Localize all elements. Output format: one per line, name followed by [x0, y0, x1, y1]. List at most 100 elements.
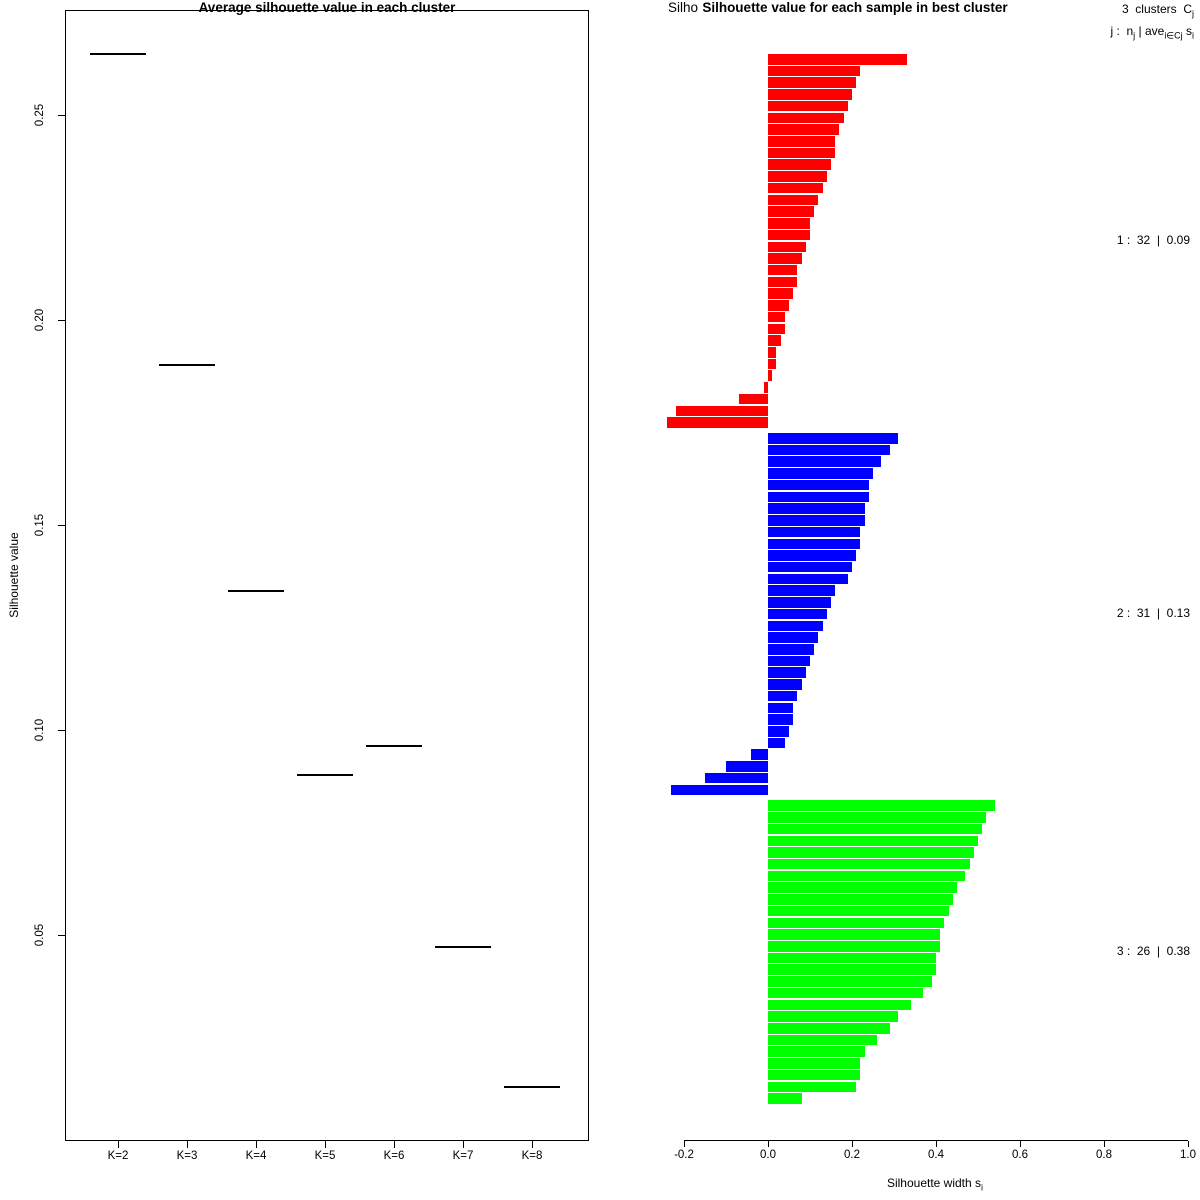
silhouette-bar: [751, 749, 768, 760]
left-y-axis-tick: [58, 114, 65, 116]
silhouette-bar: [768, 823, 983, 835]
left-x-axis-tick-label: K=5: [314, 1150, 336, 1162]
left-x-axis-tick: [532, 1141, 533, 1148]
silhouette-bar: [768, 1093, 802, 1104]
left-x-axis-tick-label: K=2: [107, 1150, 129, 1162]
silhouette-bar: [768, 679, 802, 690]
left-y-axis-tick-label: 0.25: [34, 103, 46, 127]
silhouette-bar: [768, 515, 865, 526]
left-x-axis-tick-label: K=4: [245, 1150, 267, 1162]
right-x-axis-tick-label: 0.6: [1012, 1149, 1028, 1161]
silhouette-bar: [768, 491, 869, 503]
silhouette-bar: [768, 870, 966, 882]
silhouette-bar: [768, 358, 777, 370]
silhouette-bar: [768, 550, 857, 561]
silhouette-bar: [768, 882, 957, 893]
right-x-axis-tick: [684, 1141, 685, 1147]
average-silhouette-segment: [228, 589, 284, 592]
left-plot-area: [65, 10, 589, 1141]
silhouette-bar: [768, 858, 970, 870]
silhouette-bar: [768, 964, 936, 975]
right-x-axis-tick-label: 0.2: [844, 1149, 860, 1161]
silhouette-bar: [768, 1046, 865, 1057]
cluster-count-header: 3 clusters Cj: [1122, 2, 1194, 18]
right-x-axis-tick: [1188, 1141, 1189, 1147]
left-y-axis-tick-label: 0.15: [34, 513, 46, 537]
left-x-axis-tick: [187, 1141, 188, 1148]
silhouette-bar: [768, 702, 794, 714]
silhouette-bar: [768, 300, 789, 311]
silhouette-bar: [768, 124, 840, 135]
silhouette-bar: [768, 159, 831, 170]
right-x-axis-tick-label: 0.4: [928, 1149, 944, 1161]
silhouette-bar: [768, 347, 777, 358]
silhouette-bar: [768, 976, 932, 987]
silhouette-bar: [768, 585, 836, 596]
silhouette-bar: [768, 632, 819, 643]
right-x-axis-tick-label: 0.0: [760, 1149, 776, 1161]
silhouette-bar: [768, 89, 852, 100]
right-x-axis-line: [684, 1140, 1188, 1141]
legend-formula-text-1: j : n: [1110, 24, 1134, 38]
silhouette-bar: [768, 444, 890, 456]
right-chart-overlapped-title-fragment: Silho: [668, 0, 699, 15]
silhouette-bar: [768, 847, 974, 858]
right-x-axis-tick: [936, 1141, 937, 1147]
left-x-axis-tick: [256, 1141, 257, 1148]
right-x-axis-tick-label: 0.8: [1096, 1149, 1112, 1161]
silhouette-bar: [768, 433, 899, 444]
silhouette-bar: [768, 276, 798, 288]
silhouette-bar: [768, 999, 911, 1011]
silhouette-bar: [768, 1058, 861, 1069]
silhouette-bar: [768, 323, 785, 335]
right-x-axis-tick-label: 1.0: [1180, 1149, 1196, 1161]
silhouette-bar: [768, 370, 773, 381]
silhouette-bar: [768, 206, 815, 217]
left-y-axis-tick-label: 0.05: [34, 923, 46, 947]
silhouette-bar: [768, 561, 852, 573]
left-x-axis-tick: [394, 1141, 395, 1148]
average-silhouette-segment: [159, 364, 215, 367]
left-y-axis-tick-label: 0.20: [34, 308, 46, 332]
silhouette-bar: [768, 136, 836, 147]
silhouette-bar: [768, 667, 806, 678]
silhouette-bar: [768, 288, 794, 299]
silhouette-bar: [768, 952, 936, 964]
silhouette-bar: [768, 253, 802, 264]
silhouette-bar: [768, 526, 861, 538]
silhouette-bar: [768, 941, 941, 952]
x-axis-label-text: Silhouette width s: [886, 1176, 982, 1190]
average-silhouette-segment: [435, 946, 491, 949]
cluster-count-subscript: j: [1192, 8, 1194, 19]
cluster-summary-label: 1 : 32 | 0.09: [1116, 232, 1190, 247]
right-x-axis-tick: [1104, 1141, 1105, 1147]
left-x-axis-tick: [463, 1141, 464, 1148]
silhouette-bar: [768, 644, 815, 655]
silhouette-bar: [768, 241, 806, 253]
left-x-axis-tick-label: K=8: [521, 1150, 543, 1162]
silhouette-bar: [671, 784, 768, 796]
right-chart-x-axis-label: Silhouette width si: [835, 1176, 1035, 1192]
left-x-axis-tick-label: K=3: [176, 1150, 198, 1162]
silhouette-bar: [768, 538, 861, 550]
right-x-axis-tick: [768, 1141, 769, 1147]
right-x-axis-tick-label: -0.2: [674, 1149, 694, 1161]
right-x-axis-tick: [852, 1141, 853, 1147]
left-y-axis-tick: [58, 934, 65, 936]
left-y-axis-tick: [58, 319, 65, 321]
average-silhouette-segment: [366, 745, 422, 748]
silhouette-bar: [768, 917, 945, 929]
silhouette-bar: [768, 987, 924, 999]
silhouette-bar: [763, 382, 768, 393]
silhouette-bar: [768, 1069, 861, 1081]
left-x-axis-tick: [325, 1141, 326, 1148]
silhouette-bar: [768, 171, 827, 182]
legend-formula-text-3: s: [1182, 24, 1192, 38]
left-x-axis-tick: [118, 1141, 119, 1148]
silhouette-bar: [768, 503, 865, 514]
silhouette-bar: [768, 218, 810, 229]
silhouette-bar: [726, 761, 768, 772]
average-silhouette-segment: [297, 774, 353, 777]
silhouette-bar: [738, 393, 768, 405]
